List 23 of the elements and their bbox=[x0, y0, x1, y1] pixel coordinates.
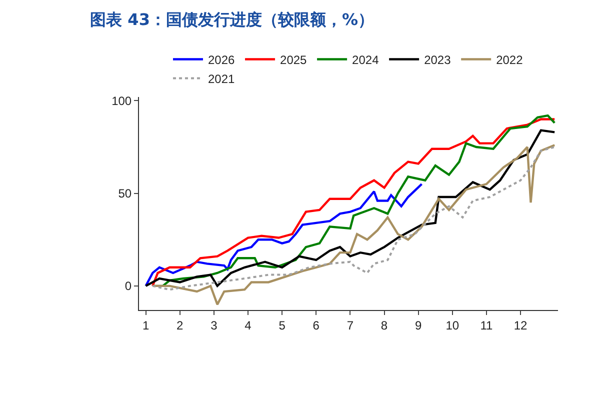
legend-label: 2024 bbox=[352, 52, 380, 67]
x-tick-label: 2 bbox=[176, 318, 184, 332]
x-tick-label: 9 bbox=[414, 318, 422, 332]
x-tick-label: 12 bbox=[514, 318, 528, 332]
y-tick-label: 100 bbox=[112, 94, 132, 108]
x-tick-label: 8 bbox=[380, 318, 388, 332]
y-tick-label: 50 bbox=[118, 186, 132, 201]
x-tick-label: 10 bbox=[446, 318, 460, 332]
x-tick-label: 5 bbox=[278, 318, 286, 332]
legend-label: 2025 bbox=[280, 52, 308, 67]
legend-label: 2026 bbox=[208, 52, 236, 67]
x-tick-label: 7 bbox=[346, 318, 354, 332]
legend-label: 2021 bbox=[208, 72, 236, 86]
y-tick-label: 0 bbox=[124, 279, 132, 294]
x-tick-label: 4 bbox=[244, 318, 252, 332]
x-tick-label: 11 bbox=[480, 318, 494, 332]
legend-label: 2023 bbox=[424, 52, 452, 67]
chart-title: 图表 43：国债发行进度（较限额，%） bbox=[90, 10, 374, 29]
x-tick-label: 6 bbox=[312, 318, 320, 332]
line-series bbox=[144, 182, 423, 288]
x-tick-label: 1 bbox=[142, 318, 150, 332]
legend-label: 2022 bbox=[496, 52, 524, 67]
x-tick-label: 3 bbox=[210, 318, 218, 332]
